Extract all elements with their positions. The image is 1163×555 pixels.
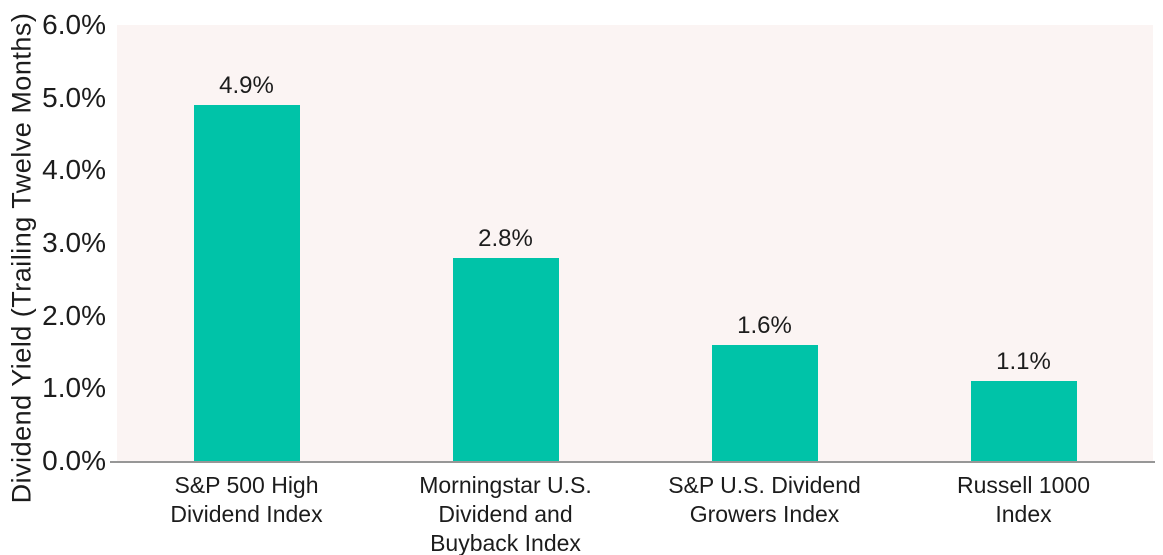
x-axis-category-label: S&P U.S. Dividend Growers Index (635, 471, 894, 529)
bar (193, 105, 300, 461)
bar-group: 4.9% (117, 25, 376, 461)
y-axis-tick-label: 4.0% (42, 154, 106, 186)
bar (452, 258, 559, 461)
bar-value-label: 2.8% (478, 225, 533, 252)
x-axis-category-label: Russell 1000 Index (894, 471, 1153, 529)
y-axis-tick-label: 3.0% (42, 227, 106, 258)
x-axis-category-label-line: Buyback Index (430, 530, 581, 555)
bar-value-label: 4.9% (219, 72, 274, 99)
plot-area: 4.9% 2.8% 1.6% 1.1% (117, 25, 1153, 461)
x-axis-category-label-line: Morningstar U.S. (419, 472, 592, 498)
x-axis-category-label-line: Index (995, 501, 1052, 527)
bar-group: 1.1% (894, 25, 1153, 461)
bar-value-label: 1.1% (996, 348, 1051, 375)
bar (970, 381, 1077, 461)
x-axis-line (110, 461, 1155, 463)
y-axis-tick-label: 1.0% (42, 372, 106, 404)
x-axis-category-label: S&P 500 High Dividend Index (117, 471, 376, 529)
x-axis-category-label-line: S&P U.S. Dividend (668, 472, 861, 498)
y-axis-tick-label: 6.0% (42, 9, 106, 40)
bar-group: 1.6% (635, 25, 894, 461)
y-axis-tick-label: 5.0% (42, 81, 106, 113)
x-axis-category-label-line: S&P 500 High (174, 472, 319, 498)
bar (711, 345, 818, 461)
y-axis-tick-label: 0.0% (42, 445, 106, 476)
bar-value-label: 1.6% (737, 312, 792, 339)
bar-group: 2.8% (376, 25, 635, 461)
x-axis-category-label-line: Dividend and (438, 501, 573, 527)
x-axis-category-label-line: Dividend Index (170, 501, 323, 527)
y-axis-tick-label: 2.0% (42, 299, 106, 331)
x-axis-category-label-line: Growers Index (689, 501, 840, 527)
x-axis-category-label: Morningstar U.S. Dividend and Buyback Inde… (376, 471, 635, 555)
x-axis-category-label-line: Russell 1000 (957, 472, 1090, 498)
